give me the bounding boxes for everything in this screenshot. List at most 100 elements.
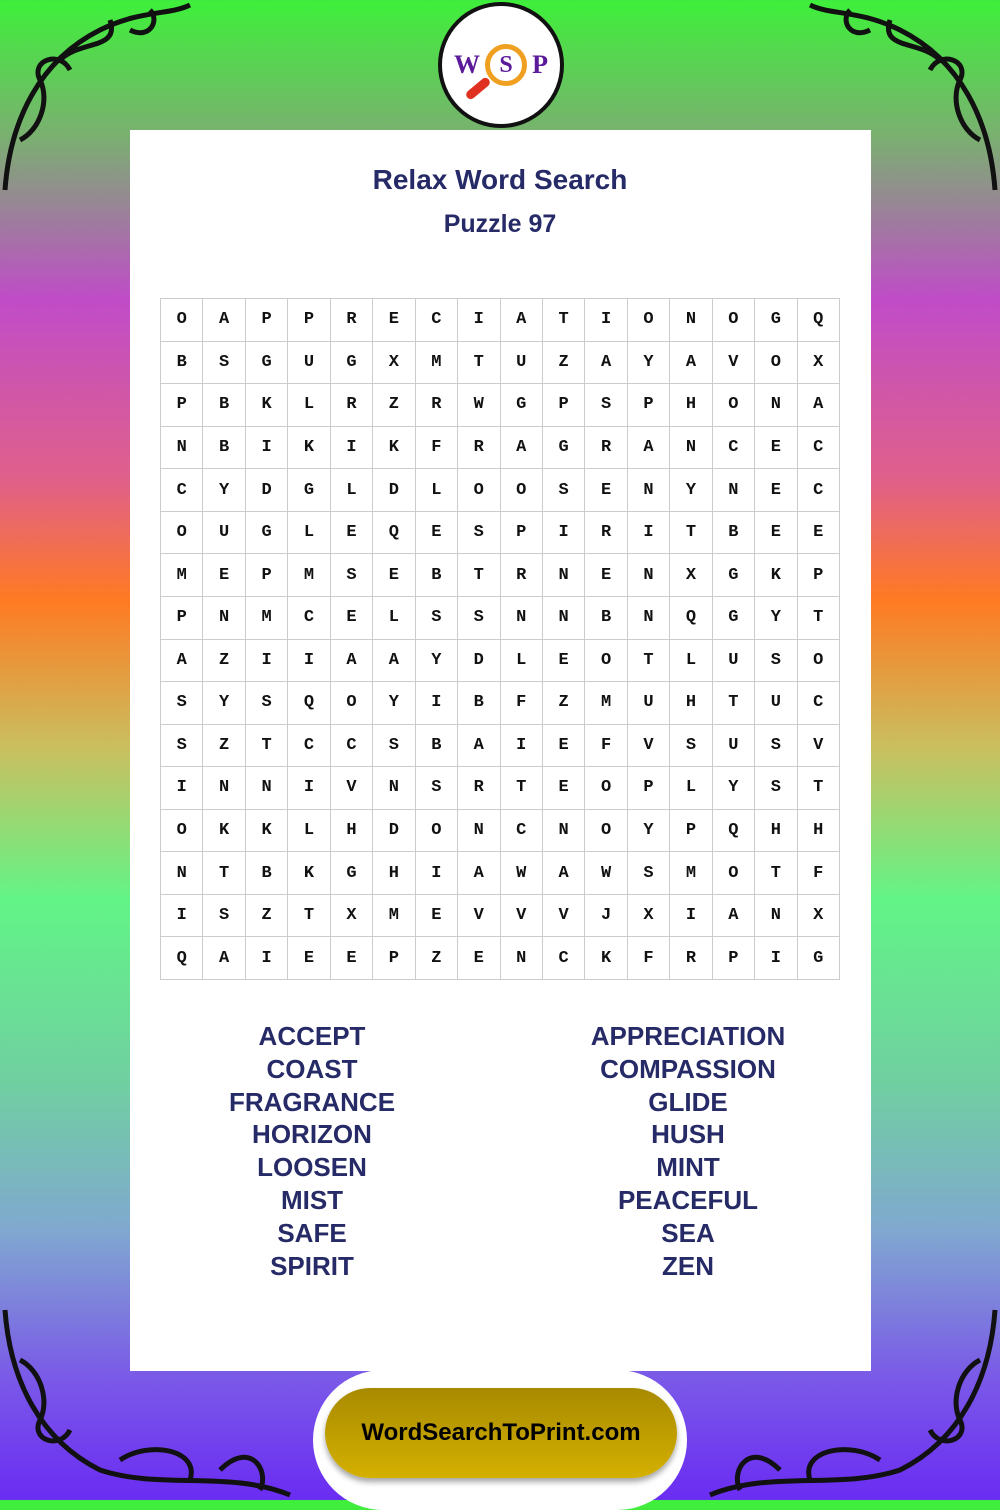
grid-cell: Y bbox=[755, 596, 798, 640]
grid-cell: M bbox=[245, 596, 289, 640]
wsp-logo: W S P bbox=[438, 2, 564, 128]
grid-cell: T bbox=[458, 554, 501, 597]
grid-cell: I bbox=[288, 767, 331, 810]
word-list-item: SEA bbox=[661, 1217, 715, 1248]
grid-cell: N bbox=[670, 426, 713, 470]
page-title: Relax Word Search bbox=[372, 164, 628, 195]
grid-cell: Q bbox=[373, 511, 416, 555]
grid-cell: B bbox=[203, 384, 246, 427]
puzzle-panel bbox=[130, 130, 871, 1371]
word-list-item: HORIZON bbox=[252, 1119, 372, 1150]
grid-cell: P bbox=[161, 384, 204, 427]
grid-cell: P bbox=[161, 596, 204, 640]
grid-cell: I bbox=[585, 299, 628, 342]
grid-cell: S bbox=[755, 724, 798, 768]
grid-cell: L bbox=[500, 639, 543, 683]
grid-cell: D bbox=[458, 639, 501, 683]
grid-cell: A bbox=[627, 426, 671, 470]
grid-cell: Y bbox=[203, 682, 246, 725]
grid-cell: N bbox=[542, 596, 586, 640]
grid-cell: I bbox=[161, 767, 204, 810]
grid-cell: C bbox=[500, 809, 543, 853]
grid-cell: L bbox=[373, 596, 416, 640]
grid-cell: A bbox=[670, 341, 713, 385]
grid-cell: S bbox=[627, 852, 671, 895]
grid-cell: M bbox=[288, 554, 331, 597]
grid-cell: I bbox=[415, 682, 459, 725]
grid-cell: L bbox=[670, 767, 713, 810]
grid-cell: T bbox=[797, 596, 840, 640]
grid-cell: A bbox=[203, 937, 246, 980]
grid-cell: O bbox=[161, 809, 204, 853]
grid-cell: R bbox=[670, 937, 713, 980]
grid-cell: O bbox=[627, 299, 671, 342]
grid-cell: C bbox=[797, 426, 840, 470]
grid-cell: S bbox=[670, 724, 713, 768]
grid-cell: X bbox=[330, 894, 374, 938]
grid-cell: B bbox=[203, 426, 246, 470]
grid-cell: E bbox=[415, 894, 459, 938]
grid-cell: W bbox=[500, 852, 543, 895]
grid-cell: X bbox=[373, 341, 416, 385]
grid-cell: D bbox=[373, 469, 416, 512]
grid-cell: T bbox=[288, 894, 331, 938]
grid-cell: P bbox=[712, 937, 756, 980]
grid-cell: A bbox=[542, 852, 586, 895]
grid-cell: S bbox=[245, 682, 289, 725]
grid-cell: E bbox=[755, 469, 798, 512]
grid-cell: P bbox=[670, 809, 713, 853]
grid-cell: P bbox=[500, 511, 543, 555]
grid-cell: A bbox=[797, 384, 840, 427]
grid-cell: X bbox=[627, 894, 671, 938]
grid-cell: C bbox=[288, 596, 331, 640]
word-list-item: SPIRIT bbox=[270, 1250, 354, 1281]
grid-cell: O bbox=[755, 341, 798, 385]
grid-cell: U bbox=[755, 682, 798, 725]
grid-cell: N bbox=[670, 299, 713, 342]
grid-cell: N bbox=[542, 809, 586, 853]
word-list-item: FRAGRANCE bbox=[228, 1086, 396, 1117]
grid-cell: V bbox=[797, 724, 840, 768]
grid-cell: H bbox=[330, 809, 374, 853]
grid-cell: O bbox=[585, 809, 628, 853]
grid-cell: P bbox=[542, 384, 586, 427]
grid-cell: T bbox=[670, 511, 713, 555]
grid-cell: A bbox=[500, 299, 543, 342]
grid-cell: A bbox=[330, 639, 374, 683]
grid-cell: W bbox=[458, 384, 501, 427]
grid-cell: E bbox=[542, 767, 586, 810]
grid-cell: S bbox=[203, 341, 246, 385]
grid-cell: N bbox=[627, 469, 671, 512]
grid-cell: E bbox=[585, 469, 628, 512]
word-list-item: GLIDE bbox=[648, 1086, 728, 1117]
grid-cell: K bbox=[755, 554, 798, 597]
grid-cell: G bbox=[712, 554, 756, 597]
grid-cell: Q bbox=[288, 682, 331, 725]
grid-cell: Y bbox=[627, 341, 671, 385]
grid-cell: T bbox=[203, 852, 246, 895]
grid-cell: N bbox=[755, 894, 798, 938]
grid-cell: G bbox=[500, 384, 543, 427]
grid-cell: L bbox=[288, 809, 331, 853]
word-list-right: APPRECIATION COMPASSION GLIDE HUSH MINT PEACE… bbox=[538, 1020, 838, 1282]
grid-cell: O bbox=[500, 469, 543, 512]
grid-cell: E bbox=[288, 937, 331, 980]
grid-cell: O bbox=[458, 469, 501, 512]
grid-cell: A bbox=[458, 852, 501, 895]
grid-cell: Y bbox=[373, 682, 416, 725]
site-link-button[interactable]: WordSearchToPrint.com bbox=[325, 1388, 677, 1478]
grid-cell: J bbox=[585, 894, 628, 938]
grid-cell: C bbox=[542, 937, 586, 980]
grid-cell: Z bbox=[373, 384, 416, 427]
grid-cell: F bbox=[627, 937, 671, 980]
grid-cell: P bbox=[373, 937, 416, 980]
grid-cell: P bbox=[627, 767, 671, 810]
word-list-item: MIST bbox=[280, 1184, 344, 1215]
grid-cell: N bbox=[161, 426, 204, 470]
grid-cell: S bbox=[330, 554, 374, 597]
grid-cell: U bbox=[288, 341, 331, 385]
grid-cell: O bbox=[797, 639, 840, 683]
grid-cell: A bbox=[712, 894, 756, 938]
grid-cell: S bbox=[458, 511, 501, 555]
grid-cell: S bbox=[755, 767, 798, 810]
